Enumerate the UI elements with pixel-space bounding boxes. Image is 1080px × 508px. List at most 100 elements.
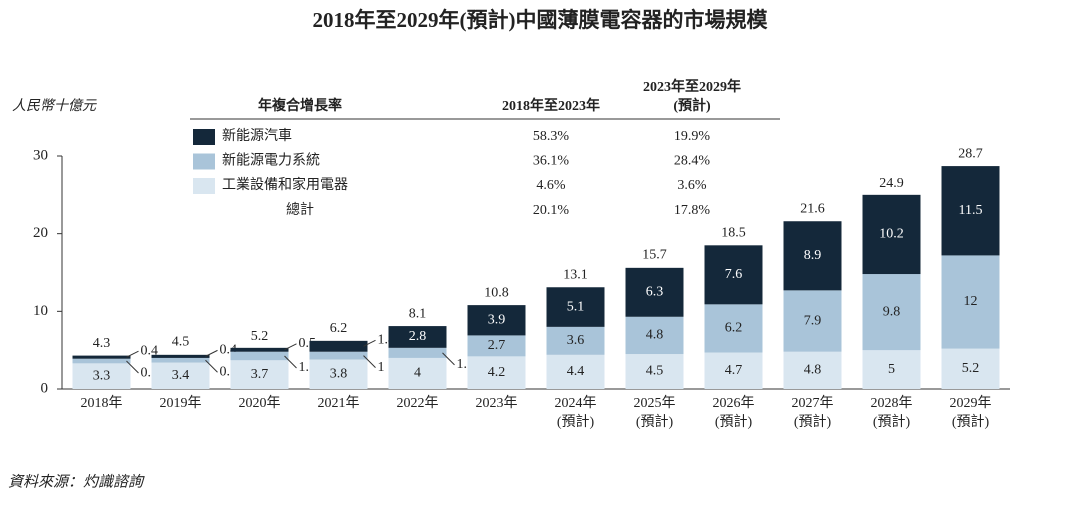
- y-tick-label: 20: [33, 225, 48, 241]
- legend-label: 新能源汽車: [222, 127, 292, 144]
- bar-segment: [783, 290, 842, 352]
- cagr-title: 年複合增長率: [258, 97, 342, 114]
- value-label: 4.8: [804, 363, 822, 378]
- bar-segment: [546, 287, 605, 327]
- value-label: 9.8: [883, 304, 901, 319]
- value-label: 6.2: [725, 321, 743, 336]
- cagr-value: 20.1%: [533, 203, 570, 218]
- value-label: 8.9: [804, 248, 822, 263]
- bar-segment: [467, 356, 526, 389]
- bar-segment: [388, 357, 447, 389]
- total-label: 10.8: [484, 285, 509, 300]
- value-label: 3.3: [93, 368, 111, 383]
- cagr-value: 36.1%: [533, 154, 570, 169]
- value-label: 11.5: [959, 203, 983, 218]
- total-label: 8.1: [409, 306, 427, 321]
- total-label: 4.3: [93, 336, 111, 351]
- value-label: 6.3: [646, 285, 664, 300]
- bar-segment: [941, 348, 1000, 389]
- bar-segment: [941, 255, 1000, 349]
- x-tick-label: 2026年(預計): [713, 395, 755, 430]
- bar-segment: [467, 335, 526, 357]
- legend-label: 新能源電力系統: [222, 153, 320, 169]
- y-tick-label: 30: [33, 147, 48, 163]
- cagr-value: 28.4%: [674, 154, 711, 169]
- y-tick-label: 10: [33, 303, 48, 319]
- total-label: 4.5: [172, 334, 190, 349]
- chart-title: 2018年至2029年(預計)中國薄膜電容器的市場規模: [313, 8, 769, 32]
- y-tick-label: 0: [41, 380, 49, 396]
- value-label: 2.8: [409, 329, 427, 344]
- bar-segment: [309, 359, 368, 389]
- value-label: 4.2: [488, 365, 506, 380]
- bar-segment: [388, 326, 447, 348]
- x-tick-label: 2022年: [397, 395, 439, 411]
- total-label: 18.5: [721, 226, 746, 241]
- bar-segment: [941, 166, 1000, 256]
- bar-segment: [704, 352, 763, 389]
- leader-line: [363, 355, 376, 368]
- bar-segment: [625, 267, 684, 317]
- value-label: 0.4: [141, 343, 159, 358]
- value-label: 2.7: [488, 338, 506, 353]
- legend-swatch: [193, 129, 215, 145]
- value-label: 5: [888, 362, 895, 377]
- bar-segment: [230, 347, 289, 352]
- total-label: 15.7: [642, 247, 667, 262]
- value-label: 3.4: [172, 368, 190, 383]
- bar-segment: [230, 360, 289, 389]
- value-label: 4.5: [646, 364, 664, 379]
- total-label: 13.1: [563, 267, 588, 282]
- y-axis-label: 人民幣十億元: [12, 98, 97, 114]
- value-label: 4: [414, 366, 421, 381]
- bar-segment: [388, 347, 447, 358]
- bar-segment: [546, 326, 605, 355]
- cagr-column: 2018年至2023年: [502, 97, 600, 114]
- value-label: 4.7: [725, 363, 743, 378]
- bar-segment: [546, 354, 605, 389]
- x-tick-label: 2020年: [239, 395, 281, 411]
- x-tick-label: 2024年(預計): [555, 395, 597, 430]
- total-label: 24.9: [879, 176, 904, 191]
- bar-segment: [72, 363, 131, 389]
- x-tick-label: 2027年(預計): [792, 395, 834, 430]
- value-label: 4.4: [567, 364, 585, 379]
- leader-line: [284, 343, 297, 351]
- bar-segment: [783, 221, 842, 291]
- leader-line: [363, 339, 376, 347]
- leader-line: [126, 360, 139, 374]
- value-label: 7.6: [725, 267, 743, 282]
- bar-segment: [151, 354, 210, 358]
- bar-segment: [309, 351, 368, 360]
- value-label: 3.6: [567, 333, 585, 348]
- bar-segment: [862, 194, 921, 275]
- leader-line: [126, 350, 139, 358]
- bar-segment: [151, 357, 210, 363]
- cagr-value: 58.3%: [533, 129, 570, 144]
- total-label: 5.2: [251, 329, 269, 344]
- total-label: 6.2: [330, 321, 348, 336]
- bar-segment: [467, 305, 526, 336]
- x-tick-label: 2023年: [476, 395, 518, 411]
- total-label: 28.7: [958, 146, 983, 161]
- source-note: 資料來源：灼識諮詢: [8, 473, 145, 490]
- x-tick-label: 2021年: [318, 395, 360, 411]
- bar-segment: [72, 358, 131, 364]
- value-label: 1: [378, 360, 385, 375]
- cagr-value: 17.8%: [674, 203, 711, 218]
- value-label: 4.8: [646, 328, 664, 343]
- x-tick-label: 2025年(預計): [634, 395, 676, 430]
- x-tick-label: 2029年(預計): [950, 395, 992, 430]
- leader-line: [205, 359, 218, 373]
- bar-segment: [625, 354, 684, 389]
- bar-segment: [151, 362, 210, 389]
- leader-line: [205, 349, 218, 357]
- legend-label: 工業設備和家用電器: [222, 176, 348, 193]
- total-label: 21.6: [800, 201, 825, 216]
- value-label: 3.8: [330, 366, 348, 381]
- cagr-value: 3.6%: [677, 178, 707, 193]
- value-label: 3.9: [488, 312, 506, 327]
- bar-segment: [230, 351, 289, 361]
- bar-segment: [309, 340, 368, 352]
- x-tick-label: 2028年(預計): [871, 395, 913, 430]
